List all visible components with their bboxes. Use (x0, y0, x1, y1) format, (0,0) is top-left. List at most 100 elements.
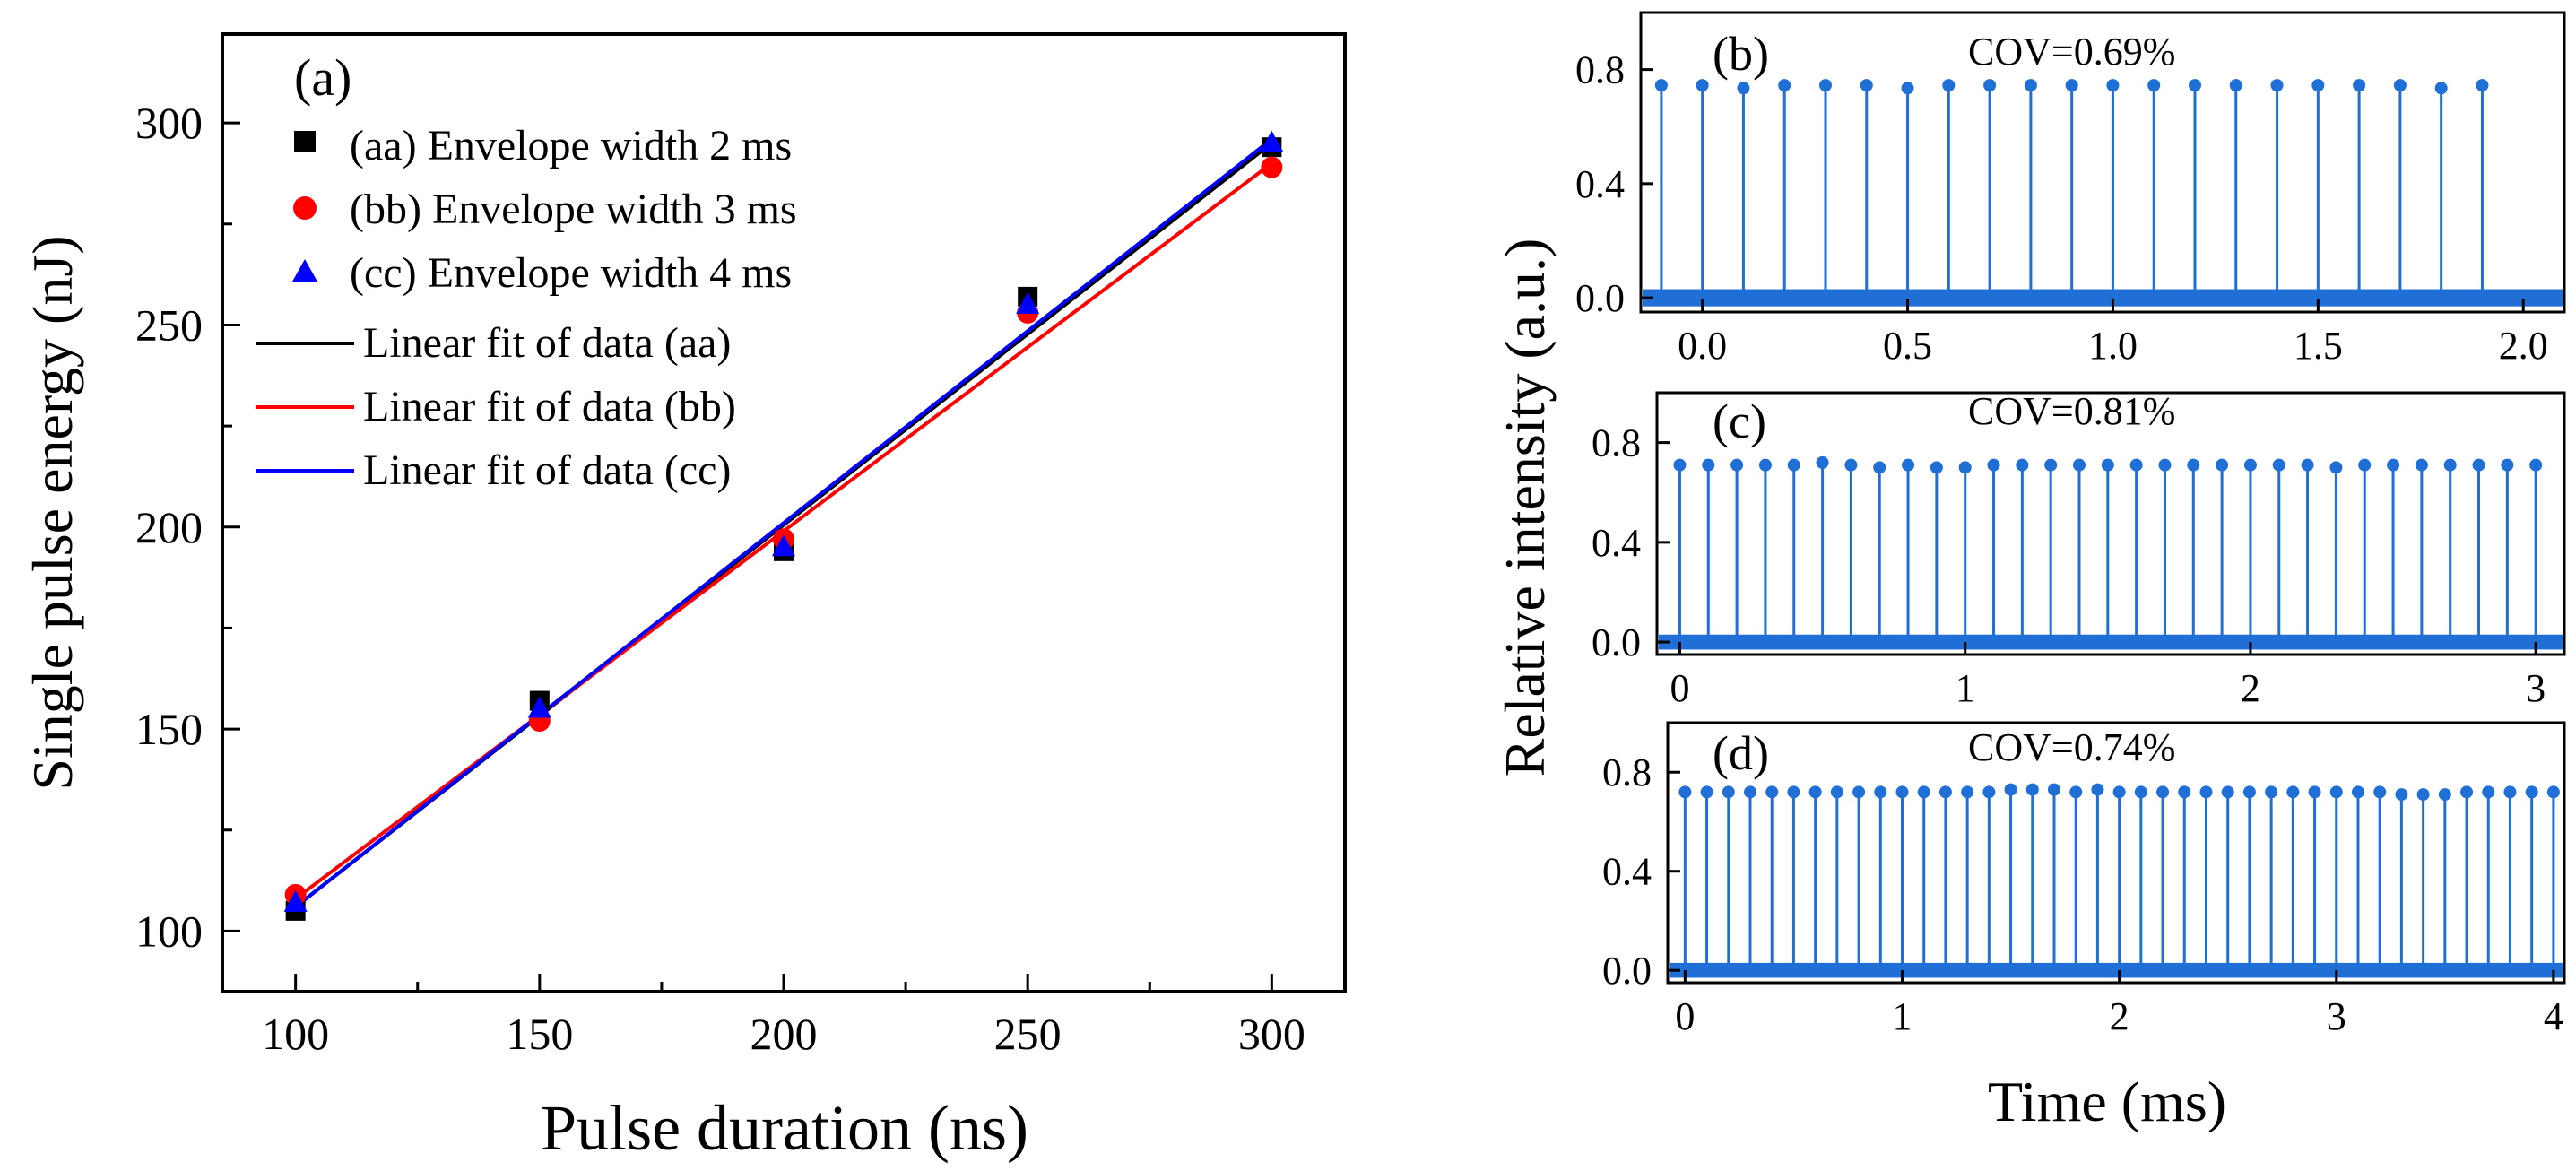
pulse-peak (2387, 458, 2400, 472)
x-tick-label: 3 (2526, 666, 2546, 710)
pulse-peak (2415, 458, 2428, 472)
pulse-peak (1830, 785, 1843, 799)
pulse-peak (2434, 82, 2448, 95)
pulse-peak (1852, 785, 1866, 799)
legend-circle-marker (293, 196, 317, 220)
pulse-peak (2546, 785, 2560, 799)
panel-b-frame (1639, 11, 2566, 314)
data-point-cc (527, 696, 551, 718)
panel-b-label: (b) (1713, 27, 1769, 81)
pulse-peak (2416, 788, 2430, 802)
y-tick-label: 0.4 (1592, 521, 1641, 565)
pulse-peak (1942, 79, 1956, 92)
pulse-peak (2373, 785, 2387, 799)
pulse-peak (2221, 785, 2234, 799)
pulse-peak (2187, 458, 2200, 472)
pulse-peak (2395, 788, 2408, 802)
y-tick-label: 0.0 (1602, 949, 1652, 993)
pulse-peak (1765, 785, 1779, 799)
pulse-peak (1744, 785, 1757, 799)
x-tick-label: 2 (2241, 666, 2260, 710)
pulse-peak (2472, 458, 2485, 472)
pulse-peak (2242, 785, 2256, 799)
pulse-peak (1678, 785, 1692, 799)
x-tick-label: 0 (1675, 994, 1695, 1038)
x-tick-label: 4 (2544, 994, 2563, 1038)
legend-fit-label-bb: Linear fit of data (bb) (363, 383, 736, 430)
pulse-peak (1700, 785, 1713, 799)
y-tick-label: 150 (135, 704, 203, 754)
pulse-peak (2091, 783, 2104, 796)
panel-a-x-axis-title: Pulse duration (ns) (541, 1092, 1028, 1164)
pulse-peak (2438, 788, 2451, 802)
panel-b-cov-annotation: COV=0.69% (1968, 30, 2175, 74)
pulse-peak (1930, 461, 1943, 474)
legend-label-bb: (bb) Envelope width 3 ms (350, 186, 797, 233)
noise-band (1670, 962, 2563, 978)
panel-c-cov-annotation: COV=0.81% (1968, 389, 2175, 433)
pulse-peak (2358, 458, 2372, 472)
y-tick-label: 300 (135, 98, 203, 148)
pulse-peak (2353, 79, 2366, 92)
y-tick-label: 250 (135, 299, 203, 350)
panel-b-marks: 0.0 0.4 0.8 0.0 0.5 1.0 1.5 2.0 (1575, 48, 2563, 368)
panel-d-marks: 0.0 0.4 0.8 0 1 2 3 4 (1602, 750, 2563, 1038)
data-point-cc (283, 889, 308, 912)
legend-label-aa: (aa) Envelope width 2 ms (350, 122, 792, 169)
panel-c: 0.0 0.4 0.8 0 1 2 3 (c) COV=0.81% (1592, 389, 2566, 710)
pulse-peak (1702, 458, 1715, 472)
y-tick-label: 0.4 (1602, 850, 1652, 894)
panel-d: 0.0 0.4 0.8 0 1 2 3 4 (d) COV=0.74% (1602, 721, 2566, 1038)
pulse-peak (2069, 785, 2083, 799)
pulse-peak (1958, 461, 1972, 474)
x-tick-label: 250 (994, 1009, 1062, 1059)
panel-d-frame (1666, 721, 2566, 985)
panel-a-marks: 100 150 200 250 300 100 150 200 250 300 (135, 98, 1305, 1059)
pulse-peak (1778, 79, 1791, 92)
pulse-peak (2047, 783, 2060, 796)
x-tick-label: 100 (262, 1009, 329, 1059)
right-y-axis-title: Relative intensity (a.u.) (1493, 239, 1557, 777)
panel-a-label: (a) (294, 48, 351, 107)
pulse-peak (2311, 79, 2325, 92)
y-tick-label: 0.4 (1575, 162, 1625, 206)
x-tick-label: 1 (1893, 994, 1912, 1038)
pulse-peak (2004, 783, 2017, 796)
pulse-peak (2101, 458, 2114, 472)
pulse-peak (1816, 455, 1829, 469)
legend-fit-label-cc: Linear fit of data (cc) (363, 447, 731, 494)
y-tick-label: 200 (135, 502, 203, 552)
pulse-peak (2265, 785, 2278, 799)
y-tick-label: 0.0 (1592, 620, 1641, 664)
pulse-peak (2301, 458, 2314, 472)
pulse-peak (2199, 785, 2213, 799)
data-point-cc (1016, 291, 1040, 314)
pulse-peak (2216, 458, 2229, 472)
data-point-bb (1261, 156, 1283, 178)
pulse-peak (2482, 785, 2495, 799)
x-tick-label: 0.0 (1678, 324, 1727, 368)
pulse-peak (2443, 458, 2457, 472)
pulse-peak (2024, 79, 2037, 92)
pulse-peak (2112, 785, 2126, 799)
pulse-peak (2329, 785, 2343, 799)
pulse-peak (2134, 785, 2147, 799)
x-tick-label: 0 (1670, 666, 1689, 710)
legend-square-marker (294, 131, 316, 152)
panel-b: 0.0 0.4 0.8 0.0 0.5 1.0 1.5 2.0 (b) COV=0.69% (1575, 11, 2566, 368)
y-tick-label: 0.0 (1575, 276, 1625, 320)
pulse-peak (2044, 458, 2058, 472)
legend-triangle-marker (292, 259, 317, 282)
pulse-peak (1860, 79, 1873, 92)
pulse-peak (2286, 785, 2300, 799)
x-tick-label: 1.0 (2088, 324, 2138, 368)
pulse-peak (2072, 458, 2086, 472)
pulse-peak (2189, 79, 2201, 92)
x-tick-label: 300 (1238, 1009, 1305, 1059)
pulse-peak (1654, 79, 1668, 92)
pulse-peak (2147, 79, 2161, 92)
y-tick-label: 0.8 (1602, 750, 1652, 794)
pulse-peak (2393, 79, 2407, 92)
